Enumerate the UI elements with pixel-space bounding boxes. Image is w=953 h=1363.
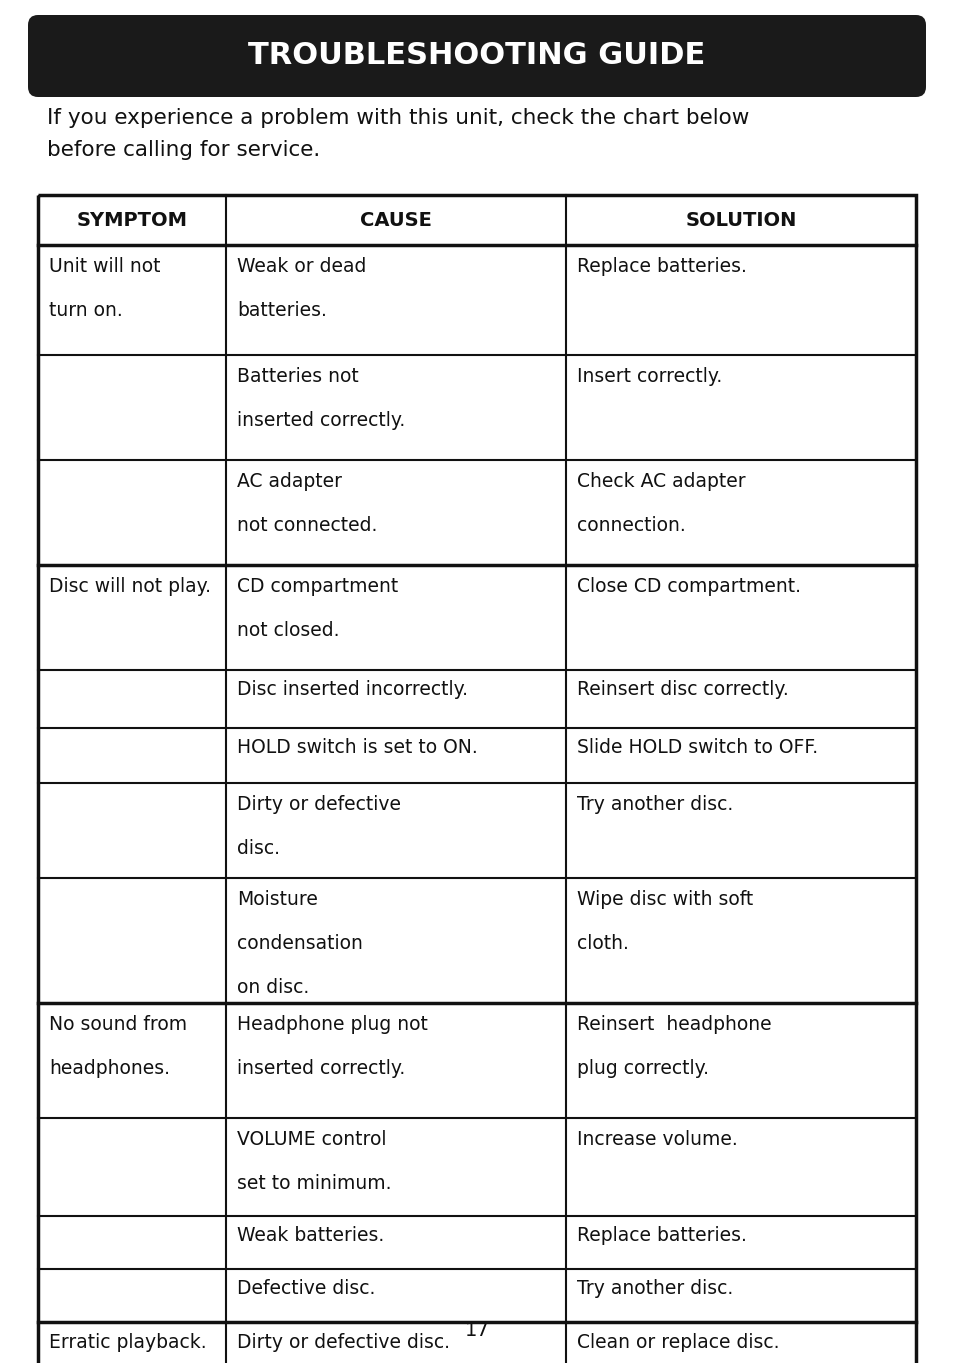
Text: Wipe disc with soft

cloth.: Wipe disc with soft cloth. xyxy=(577,890,753,953)
Text: Batteries not

inserted correctly.: Batteries not inserted correctly. xyxy=(236,367,405,429)
Text: Reinsert  headphone

plug correctly.: Reinsert headphone plug correctly. xyxy=(577,1015,771,1078)
Text: Increase volume.: Increase volume. xyxy=(577,1130,737,1149)
Text: If you experience a problem with this unit, check the chart below: If you experience a problem with this un… xyxy=(47,108,749,128)
Text: Unit will not

turn on.: Unit will not turn on. xyxy=(49,258,160,320)
Text: SYMPTOM: SYMPTOM xyxy=(76,210,188,229)
Text: Defective disc.: Defective disc. xyxy=(236,1278,375,1298)
Text: Insert correctly.: Insert correctly. xyxy=(577,367,721,386)
Text: Dirty or defective

disc.: Dirty or defective disc. xyxy=(236,795,400,857)
Text: SOLUTION: SOLUTION xyxy=(684,210,796,229)
Text: Check AC adapter

connection.: Check AC adapter connection. xyxy=(577,472,745,536)
Text: Reinsert disc correctly.: Reinsert disc correctly. xyxy=(577,680,788,699)
Text: Disc will not play.: Disc will not play. xyxy=(49,577,211,596)
Text: Erratic playback.: Erratic playback. xyxy=(49,1333,207,1352)
Text: before calling for service.: before calling for service. xyxy=(47,140,320,159)
Text: AC adapter

not connected.: AC adapter not connected. xyxy=(236,472,377,536)
Text: CAUSE: CAUSE xyxy=(359,210,432,229)
Text: Headphone plug not

inserted correctly.: Headphone plug not inserted correctly. xyxy=(236,1015,428,1078)
Text: Clean or replace disc.: Clean or replace disc. xyxy=(577,1333,779,1352)
Text: Try another disc.: Try another disc. xyxy=(577,795,733,814)
Text: VOLUME control

set to minimum.: VOLUME control set to minimum. xyxy=(236,1130,391,1193)
Text: Replace batteries.: Replace batteries. xyxy=(577,1225,746,1244)
Text: 17: 17 xyxy=(464,1321,489,1340)
Text: No sound from

headphones.: No sound from headphones. xyxy=(49,1015,187,1078)
Text: Dirty or defective disc.: Dirty or defective disc. xyxy=(236,1333,450,1352)
Text: Close CD compartment.: Close CD compartment. xyxy=(577,577,801,596)
Text: Weak or dead

batteries.: Weak or dead batteries. xyxy=(236,258,366,320)
Bar xyxy=(38,195,915,1363)
Text: Weak batteries.: Weak batteries. xyxy=(236,1225,384,1244)
Text: Try another disc.: Try another disc. xyxy=(577,1278,733,1298)
Text: Disc inserted incorrectly.: Disc inserted incorrectly. xyxy=(236,680,468,699)
Text: Moisture

condensation

on disc.: Moisture condensation on disc. xyxy=(236,890,362,996)
Text: Replace batteries.: Replace batteries. xyxy=(577,258,746,275)
Text: Slide HOLD switch to OFF.: Slide HOLD switch to OFF. xyxy=(577,737,818,756)
Text: HOLD switch is set to ON.: HOLD switch is set to ON. xyxy=(236,737,477,756)
Text: TROUBLESHOOTING GUIDE: TROUBLESHOOTING GUIDE xyxy=(248,41,705,71)
Text: CD compartment

not closed.: CD compartment not closed. xyxy=(236,577,397,641)
FancyBboxPatch shape xyxy=(28,15,925,97)
